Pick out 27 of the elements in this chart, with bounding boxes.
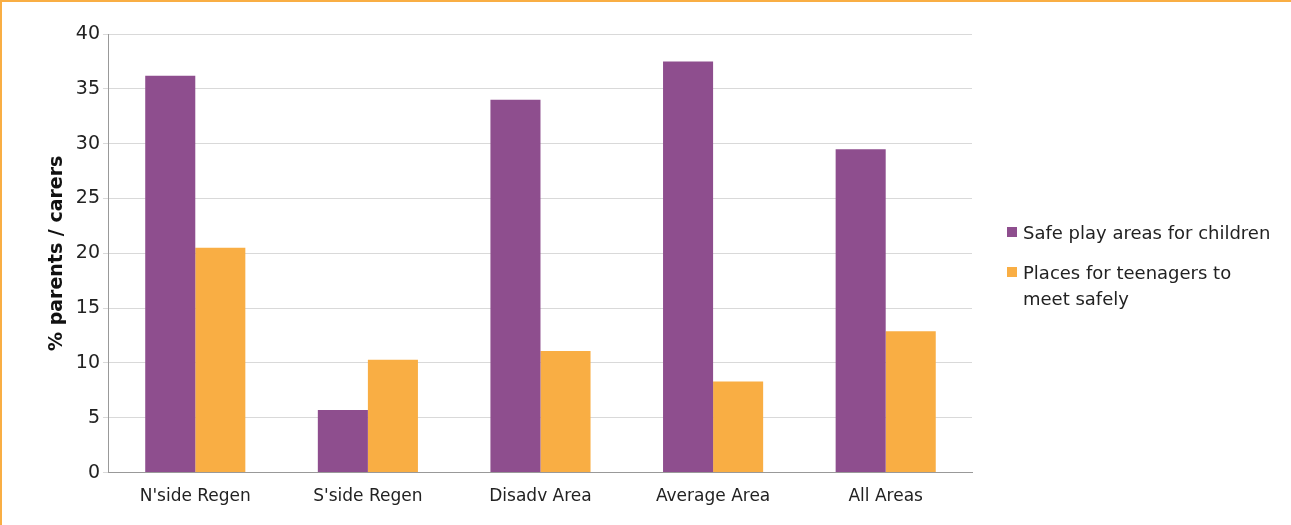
- bar: [663, 61, 714, 473]
- y-tick-label: 25: [75, 185, 100, 208]
- y-tick-label: 15: [75, 295, 100, 318]
- x-tick-label: All Areas: [848, 485, 924, 506]
- y-tick-label: 20: [75, 240, 100, 263]
- bar: [490, 99, 541, 473]
- y-axis-title: % parents / carers: [44, 155, 67, 352]
- bar: [195, 247, 246, 473]
- bar: [317, 410, 368, 473]
- x-tick-label: N'side Regen: [139, 485, 251, 506]
- y-tick-label: 30: [75, 130, 100, 153]
- x-tick-label: S'side Regen: [313, 485, 423, 506]
- bar: [145, 75, 196, 473]
- y-tick-label: 0: [87, 459, 100, 482]
- x-tick-label: Disadv Area: [489, 485, 592, 506]
- legend-label: Places for teenagers to meet safely: [1023, 261, 1233, 311]
- bar: [540, 350, 591, 473]
- bar: [885, 331, 936, 473]
- bar: [835, 149, 886, 473]
- x-tick-label: Average Area: [655, 485, 771, 506]
- bar: [713, 381, 764, 473]
- legend-label: Safe play areas for children: [1023, 221, 1271, 245]
- y-tick-label: 5: [87, 404, 100, 427]
- bar: [367, 359, 418, 473]
- y-tick-label: 35: [75, 75, 100, 98]
- y-tick-label: 40: [75, 20, 100, 43]
- y-tick-label: 10: [75, 349, 100, 372]
